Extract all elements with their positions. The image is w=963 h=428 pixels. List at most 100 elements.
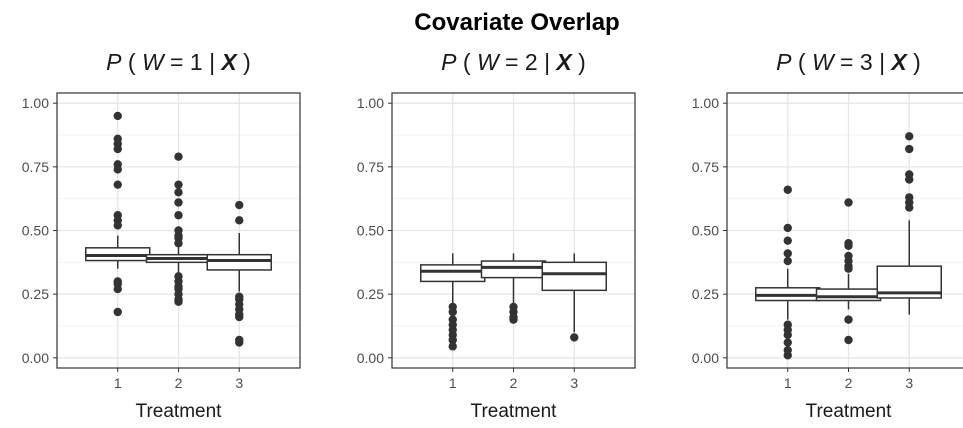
panel-title-part: W	[806, 49, 836, 75]
panel-title-part: (	[122, 49, 136, 75]
panel-title-part: = 2 |	[499, 49, 550, 75]
outlier-point	[235, 200, 244, 210]
y-tick-label: 0.00	[357, 350, 384, 366]
panel-border	[726, 92, 963, 369]
outlier-point	[113, 180, 122, 189]
y-tick-label: 0.50	[22, 223, 49, 239]
outlier-point	[783, 330, 792, 340]
x-tick-label: 2	[510, 375, 518, 391]
outlier-point	[844, 241, 853, 250]
panel-title: P ( W = 1 | X )	[106, 49, 251, 75]
box-body	[420, 264, 486, 283]
box-body	[206, 253, 272, 271]
y-tick-label: 0.75	[22, 159, 49, 175]
panel-title-part: )	[237, 49, 251, 75]
y-tick-label: 1.00	[692, 95, 719, 111]
outlier-point	[783, 223, 792, 233]
outlier-point	[783, 351, 792, 360]
panel-title-part: (	[792, 49, 806, 75]
panel-1: 0.00 0.25 0.50 0.75 1.00 1 2 3 P ( W = 1 | X ) Tr…	[22, 49, 301, 422]
y-tick-label: 0.25	[22, 286, 49, 302]
outlier-point	[235, 338, 244, 347]
panel-2: 0.00 0.25 0.50 0.75 1.00 1 2 3 P ( W = 2 | X ) Tr…	[357, 49, 636, 422]
panel-title: P ( W = 2 | X )	[441, 49, 586, 75]
y-tick-label: 0.50	[692, 223, 719, 239]
box-1	[755, 185, 821, 360]
outlier-point	[783, 236, 792, 245]
panel-title-part: X	[215, 49, 238, 75]
outlier-point	[174, 188, 183, 197]
outlier-point	[113, 144, 122, 154]
panel-3: 0.00 0.25 0.50 0.75 1.00 1 2 3 P ( W = 3 | X ) Tr…	[692, 49, 963, 422]
outlier-point	[113, 165, 122, 174]
outlier-point	[570, 333, 579, 342]
outlier-point	[783, 249, 792, 258]
outlier-point	[905, 203, 914, 212]
box-3	[206, 200, 272, 347]
outlier-point	[448, 342, 457, 351]
outlier-point	[905, 175, 914, 184]
y-tick-label: 0.00	[22, 350, 49, 366]
box-body	[541, 261, 607, 292]
outlier-point	[844, 335, 853, 345]
x-tick-label: 1	[449, 375, 457, 391]
outlier-point	[174, 180, 183, 189]
outlier-point	[905, 144, 914, 154]
panel-title: P ( W = 3 | X )	[776, 49, 921, 75]
panel-title-part: P	[776, 49, 792, 75]
outlier-point	[783, 338, 792, 347]
panels: 0.00 0.25 0.50 0.75 1.00 1 2 3 P ( W = 1 | X ) Tr…	[22, 49, 963, 422]
y-tick-label: 0.75	[692, 159, 719, 175]
outlier-point	[448, 335, 457, 345]
panel-title-part: = 3 |	[834, 49, 885, 75]
panel-title-part: W	[136, 49, 166, 75]
x-tick-label: 1	[784, 375, 792, 391]
panel-border	[56, 92, 301, 369]
outlier-point	[113, 221, 122, 230]
y-tick-label: 0.00	[692, 350, 719, 366]
x-axis-label: Treatment	[136, 401, 223, 422]
panel-title-part: P	[441, 49, 457, 75]
y-tick-label: 1.00	[357, 95, 384, 111]
y-tick-label: 0.25	[692, 286, 719, 302]
outlier-point	[448, 307, 457, 317]
x-axis-label: Treatment	[806, 401, 893, 422]
x-tick-label: 3	[905, 375, 913, 391]
outlier-point	[905, 132, 914, 141]
outlier-point	[783, 185, 792, 194]
x-tick-label: 2	[175, 375, 183, 391]
box-1	[85, 111, 151, 317]
panel-title-part: X	[885, 49, 908, 75]
y-tick-label: 0.75	[357, 159, 384, 175]
outlier-point	[844, 198, 853, 207]
outlier-point	[509, 315, 518, 324]
panel-title-part: )	[907, 49, 921, 75]
outlier-point	[113, 307, 122, 317]
panel-title-part: P	[106, 49, 122, 75]
main-title: Covariate Overlap	[414, 9, 619, 36]
x-axis-label: Treatment	[471, 401, 558, 422]
box-3	[876, 132, 942, 315]
outlier-point	[174, 239, 183, 248]
outlier-point	[174, 211, 183, 220]
panel-title-part: )	[572, 49, 586, 75]
outlier-point	[174, 152, 183, 161]
outlier-point	[783, 256, 792, 266]
outlier-point	[174, 297, 183, 306]
x-tick-label: 3	[235, 375, 243, 391]
panel-title-part: = 1 |	[164, 49, 215, 75]
outlier-point	[113, 111, 122, 121]
x-tick-label: 2	[845, 375, 853, 391]
panel-title-part: W	[471, 49, 501, 75]
box-2	[145, 152, 212, 306]
x-tick-label: 3	[570, 375, 578, 391]
outlier-point	[844, 315, 853, 324]
outlier-point	[235, 216, 244, 225]
box-1	[420, 253, 486, 351]
box-3	[541, 253, 607, 342]
box-2	[480, 253, 547, 324]
box-body	[480, 260, 547, 279]
y-tick-label: 1.00	[22, 95, 49, 111]
